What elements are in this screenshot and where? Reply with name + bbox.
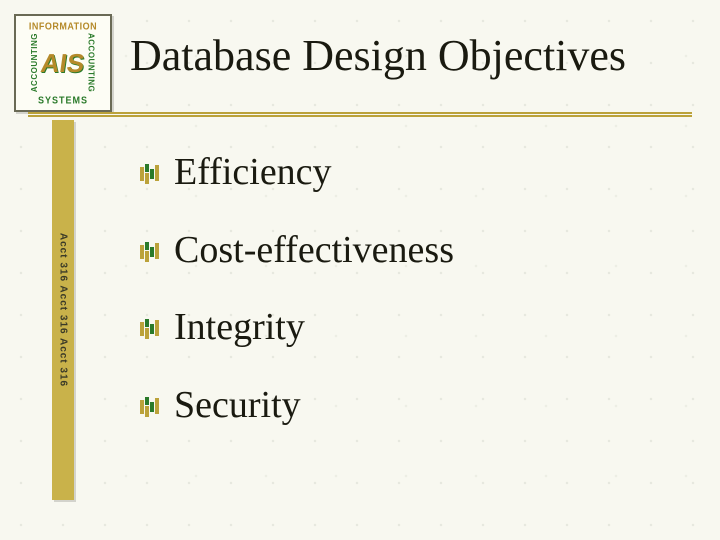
bullet-list: Efficiency Cost-effectiveness Integrity [140, 150, 454, 460]
list-item: Cost-effectiveness [140, 228, 454, 274]
bullet-icon [140, 397, 162, 417]
logo-right-text: ACCOUNTING [87, 33, 96, 92]
logo-left-text: ACCOUNTING [30, 33, 39, 92]
title-underline [28, 112, 692, 118]
bullet-icon [140, 164, 162, 184]
logo-middle-row: ACCOUNTING AIS ACCOUNTING [30, 33, 95, 92]
bullet-text: Cost-effectiveness [174, 229, 454, 271]
bullet-icon [140, 319, 162, 339]
bullet-text: Security [174, 384, 301, 426]
bullet-text: Efficiency [174, 151, 332, 193]
ais-logo: INFORMATION ACCOUNTING AIS ACCOUNTING SY… [14, 14, 112, 112]
spine-label: Acct 316 Acct 316 Acct 316 [58, 233, 69, 387]
bullet-text: Integrity [174, 306, 305, 348]
bullet-icon [140, 242, 162, 262]
slide-title: Database Design Objectives [130, 30, 626, 81]
list-item: Efficiency [140, 150, 454, 196]
logo-center-text: AIS [40, 50, 87, 76]
side-spine: Acct 316 Acct 316 Acct 316 [52, 120, 74, 500]
list-item: Integrity [140, 305, 454, 351]
logo-top-text: INFORMATION [29, 21, 97, 33]
list-item: Security [140, 383, 454, 429]
logo-bottom-text: SYSTEMS [38, 94, 88, 106]
